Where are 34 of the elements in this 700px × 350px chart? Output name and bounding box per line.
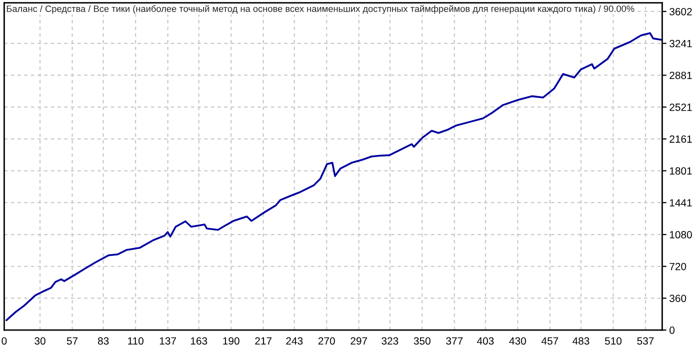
x-tick-label: 297 xyxy=(350,337,368,345)
x-tick-label: 137 xyxy=(160,337,176,345)
x-tick-label: 190 xyxy=(223,337,240,345)
y-tick-label: 2521 xyxy=(670,104,692,111)
x-tick-label: 163 xyxy=(190,337,208,345)
y-tick-label: 1801 xyxy=(670,167,692,175)
x-tick-label: 403 xyxy=(477,337,494,345)
x-tick-label: 0 xyxy=(2,337,7,345)
x-tick-label: 350 xyxy=(414,337,430,345)
x-tick-label: 457 xyxy=(541,337,558,345)
line-series xyxy=(6,32,662,322)
y-tick-label: 360 xyxy=(670,294,686,302)
y-tick-label: 1080 xyxy=(670,231,692,238)
x-tick-label: 377 xyxy=(446,337,463,345)
x-tick-label: 270 xyxy=(318,337,335,345)
y-tick-label: 3602 xyxy=(670,8,692,16)
x-tick-label: 430 xyxy=(509,337,526,345)
y-tick-label: 0 xyxy=(670,326,675,334)
x-tick-label: 510 xyxy=(604,337,622,345)
y-tick-label: 720 xyxy=(670,262,686,270)
x-tick-label: 537 xyxy=(637,337,654,345)
x-tick-label: 483 xyxy=(572,337,590,345)
y-tick-label: 2161 xyxy=(670,135,692,143)
x-tick-label: 83 xyxy=(98,337,109,345)
x-tick-label: 30 xyxy=(34,337,46,345)
x-tick-label: 217 xyxy=(255,337,272,345)
y-tick-label: 1441 xyxy=(670,199,692,206)
chart-title: Баланс / Средства / Все тики (наиболее точный метод на основе всех наименьших доступных таймфреймов для генерации каждого тика) / 90.00% xyxy=(6,5,634,14)
x-tick-label: 57 xyxy=(66,337,78,345)
x-tick-label: 323 xyxy=(382,337,398,345)
y-tick-label: 3241 xyxy=(670,40,692,48)
x-tick-label: 243 xyxy=(286,337,303,345)
y-tick-label: 2881 xyxy=(670,72,692,80)
x-tick-label: 110 xyxy=(128,337,144,345)
